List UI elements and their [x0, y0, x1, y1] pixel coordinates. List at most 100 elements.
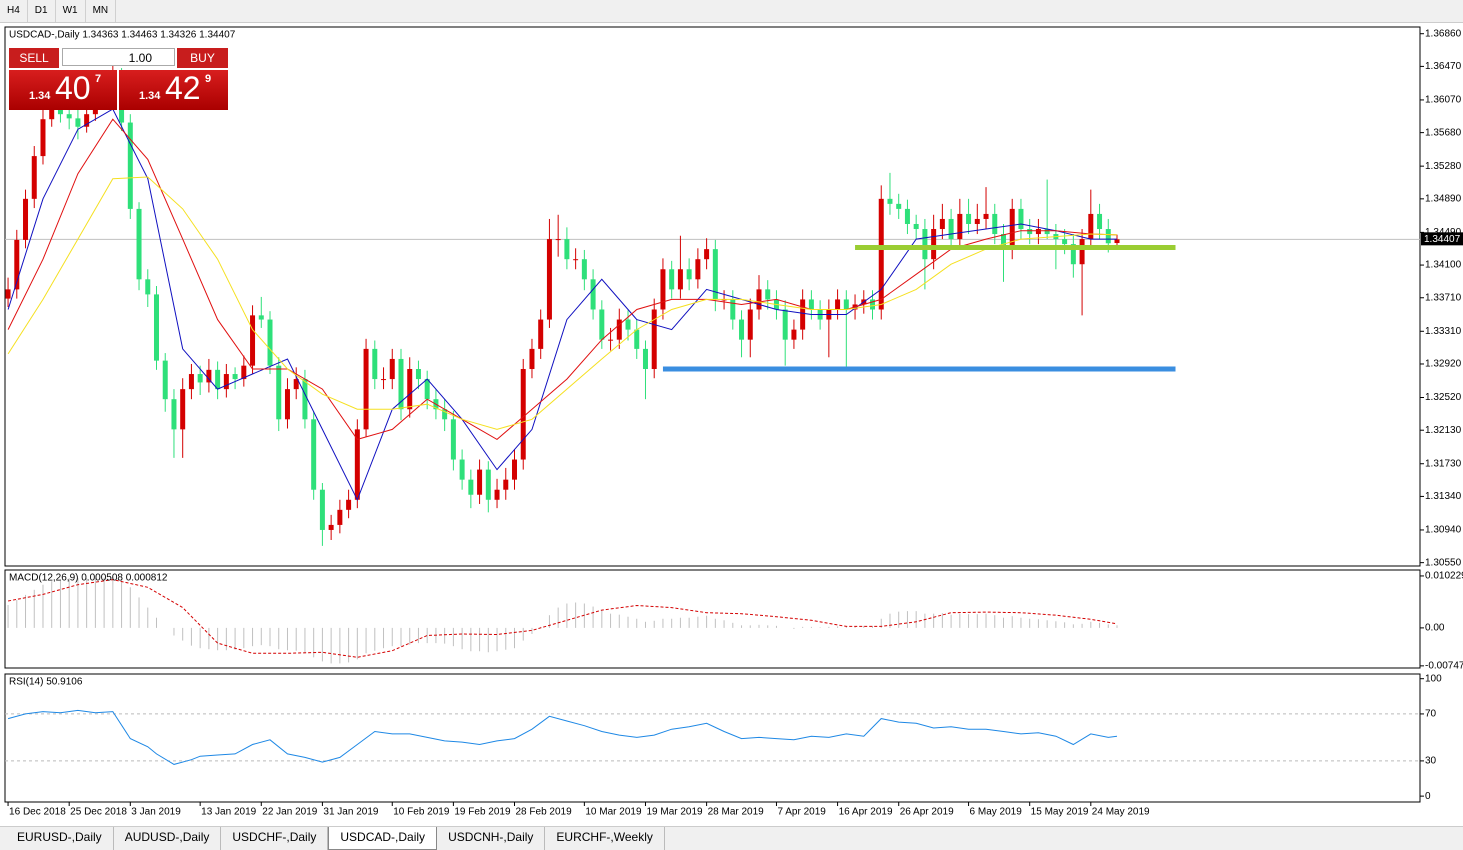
candle-body	[765, 289, 771, 300]
candle-body	[494, 489, 500, 500]
candle-body	[1097, 213, 1103, 230]
candle-body	[381, 379, 387, 381]
timeframe-button[interactable]: W1	[56, 0, 86, 22]
x-tick-label: 22 Jan 2019	[262, 807, 317, 818]
candle-body	[354, 429, 360, 500]
candle-body	[564, 239, 570, 260]
candle-body	[136, 208, 142, 280]
candle-body	[948, 218, 954, 240]
y-tick-label: 1.32520	[1425, 392, 1462, 403]
lots-input[interactable]: 1.00	[62, 48, 175, 66]
y-tick-label: 70	[1425, 709, 1437, 720]
chart-tabs: EURUSD-,Daily AUDUSD-,Daily USDCHF-,Daily U…	[0, 826, 1463, 850]
timeframe-button[interactable]: D1	[28, 0, 56, 22]
y-tick-label: 1.35680	[1425, 127, 1462, 138]
plot-frame	[4, 569, 1421, 669]
candle-body	[642, 348, 648, 370]
candle-body	[739, 319, 745, 340]
chart-tab[interactable]: AUDUSD-,Daily	[114, 827, 222, 850]
y-tick-label: 1.34890	[1425, 193, 1462, 204]
sell-button[interactable]: SELL	[9, 48, 59, 68]
candle-body	[1088, 213, 1094, 240]
candle-body	[983, 213, 989, 219]
candle-body	[5, 289, 11, 299]
candle-body	[442, 409, 448, 420]
y-tick-label: -0.007477	[1425, 660, 1463, 671]
candle-body	[843, 299, 849, 310]
candle-body	[721, 299, 727, 301]
candle-body	[730, 299, 736, 320]
candle-body	[153, 294, 159, 361]
candle-body	[957, 213, 963, 240]
price-small: 9	[205, 73, 212, 85]
x-tick-label: 26 Apr 2019	[900, 807, 954, 818]
y-tick-label: 1.36860	[1425, 28, 1462, 39]
candle-body	[704, 249, 710, 260]
candle-body	[250, 315, 256, 366]
candle-body	[293, 379, 299, 390]
candle-body	[14, 239, 20, 290]
chart-tab[interactable]: USDCAD-,Daily	[328, 827, 438, 850]
timeframe-button[interactable]: MN	[86, 0, 117, 22]
candle-body	[459, 459, 465, 480]
candle-body	[835, 299, 841, 310]
indicator-line	[7, 118, 1118, 441]
x-tick-label: 15 May 2019	[1031, 807, 1089, 818]
candle-body	[634, 329, 640, 349]
candle-body	[49, 105, 55, 120]
trade-panel: SELL 1.00 BUY 1.34 40 7 1.34 42 9	[9, 46, 228, 111]
candle-body	[145, 279, 151, 295]
candle-body	[529, 348, 535, 370]
candle-body	[555, 239, 561, 241]
candle-body	[904, 208, 910, 224]
candle-body	[878, 198, 884, 310]
x-tick-label: 16 Dec 2018	[9, 807, 66, 818]
chart-tab[interactable]: USDCNH-,Daily	[437, 827, 546, 850]
candle-body	[127, 122, 133, 209]
candle-body	[468, 479, 474, 495]
candle-body	[712, 249, 718, 300]
y-tick-label: 1.33710	[1425, 292, 1462, 303]
candle-body	[31, 156, 37, 199]
candle-body	[1027, 229, 1033, 235]
y-tick-label: 1.36070	[1425, 95, 1462, 106]
candle-body	[267, 319, 273, 366]
price-small: 7	[95, 73, 102, 85]
ask-price[interactable]: 1.34 42 9	[119, 70, 228, 110]
y-tick-label: 1.32920	[1425, 359, 1462, 370]
chart-tab[interactable]: USDCHF-,Daily	[221, 827, 329, 850]
candle-body	[581, 259, 587, 280]
y-tick-label: 1.30940	[1425, 525, 1462, 536]
x-tick-label: 6 May 2019	[970, 807, 1023, 818]
x-tick-label: 10 Feb 2019	[393, 807, 450, 818]
candle-body	[258, 315, 264, 320]
candle-body	[346, 499, 352, 510]
candle-body	[1114, 239, 1120, 244]
candle-body	[896, 203, 902, 209]
candle-body	[215, 369, 221, 390]
candle-body	[232, 374, 238, 380]
candle-body	[616, 319, 622, 340]
y-tick-label: 1.34100	[1425, 260, 1462, 271]
chart-tab[interactable]: EURCHF-,Weekly	[545, 827, 665, 850]
x-tick-label: 7 Apr 2019	[777, 807, 826, 818]
candle-body	[931, 229, 937, 260]
chart-tab[interactable]: EURUSD-,Daily	[6, 827, 114, 850]
y-tick-label: 1.35280	[1425, 161, 1462, 172]
candle-body	[180, 389, 186, 430]
candle-body	[424, 379, 430, 400]
candle-body	[372, 348, 378, 380]
x-tick-label: 13 Jan 2019	[201, 807, 256, 818]
candle-body	[223, 374, 229, 390]
bid-price[interactable]: 1.34 40 7	[9, 70, 117, 110]
candle-body	[747, 309, 753, 340]
candle-body	[608, 339, 614, 341]
timeframe-button[interactable]: H4	[0, 0, 28, 22]
indicator-line	[7, 108, 1117, 502]
candle-body	[206, 369, 212, 383]
buy-button[interactable]: BUY	[177, 48, 228, 68]
y-tick-label: 1.31340	[1425, 491, 1462, 502]
candle-body	[302, 379, 308, 420]
